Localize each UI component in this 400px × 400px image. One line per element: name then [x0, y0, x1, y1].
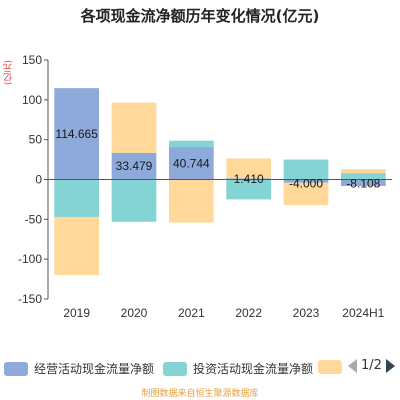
legend-page-indicator: 1/2 — [361, 358, 382, 373]
data-label-operating: 114.665 — [55, 127, 98, 141]
bar-series-1-2019 — [54, 179, 100, 217]
y-tick-label: -100 — [18, 252, 42, 266]
data-label-operating: 33.479 — [116, 159, 153, 173]
bar-series-2-2019 — [54, 216, 100, 276]
bar-series-0-2021 — [168, 147, 214, 180]
y-tick-label: 0 — [35, 173, 42, 187]
x-tick-label: 2022 — [235, 306, 262, 320]
legend-item-investing[interactable]: 投资活动现金流量净额 — [163, 360, 313, 377]
bar-series-0-2023 — [283, 179, 329, 183]
bar-series-1-2021 — [168, 140, 214, 148]
x-tick-label: 2020 — [121, 306, 148, 320]
bar-series-0-2024H1 — [340, 179, 386, 186]
bar-series-0-2020 — [111, 152, 157, 180]
bar-series-1-2023 — [283, 159, 329, 180]
legend-item-financing[interactable] — [318, 360, 348, 374]
y-tick-label: 50 — [29, 133, 43, 147]
chart-legend: 经营活动现金流量净额 投资活动现金流量净额 1/2 — [0, 357, 400, 379]
legend-item-operating[interactable]: 经营活动现金流量净额 — [4, 360, 154, 377]
y-tick-label: 100 — [22, 93, 42, 107]
data-label-operating: -8.108 — [346, 177, 380, 191]
legend-label-investing: 投资活动现金流量净额 — [193, 362, 314, 376]
legend-next-arrow-icon[interactable] — [385, 358, 395, 373]
data-label-operating: -4.000 — [289, 177, 323, 191]
x-tick-label: 2019 — [63, 306, 90, 320]
bar-series-2-2020 — [111, 102, 157, 153]
bar-series-1-2020 — [111, 179, 157, 222]
legend-swatch-operating — [4, 361, 28, 376]
x-tick-label: 2024H1 — [342, 306, 384, 320]
y-tick-label: -50 — [25, 212, 43, 226]
bar-series-0-2022 — [226, 178, 272, 180]
bar-series-0-2019 — [54, 88, 100, 180]
data-source-note: 制图数据来自恒生聚源数据库 — [141, 389, 259, 399]
bar-series-2-2023 — [283, 182, 329, 205]
legend-label-operating: 经营活动现金流量净额 — [34, 362, 155, 376]
legend-swatch-investing — [163, 361, 187, 376]
bar-series-2-2022 — [226, 158, 272, 179]
y-tick-label: -150 — [18, 292, 42, 306]
legend-pager: 1/2 — [348, 358, 395, 373]
bar-series-2-2021 — [168, 179, 214, 223]
bar-series-1-2024H1 — [340, 173, 386, 180]
legend-swatch-financing — [318, 360, 342, 374]
legend-prev-arrow-icon[interactable] — [348, 358, 357, 373]
y-tick-label: 150 — [22, 53, 42, 67]
bar-series-2-2024H1 — [340, 169, 386, 174]
x-tick-label: 2021 — [178, 306, 205, 320]
data-label-operating: 40.744 — [173, 156, 210, 170]
data-label-operating: 1.410 — [234, 172, 264, 186]
x-tick-label: 2023 — [293, 306, 320, 320]
bar-series-1-2022 — [226, 179, 272, 200]
chart-title: 各项现金流净额历年变化情况(亿元) — [80, 7, 320, 25]
